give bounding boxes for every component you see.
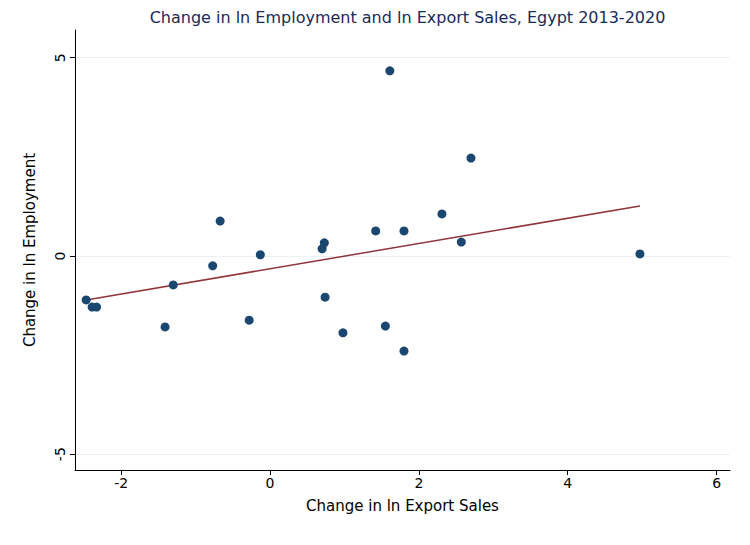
svg-text:4: 4: [563, 475, 572, 491]
svg-text:0: 0: [52, 251, 68, 260]
svg-text:Change in ln Employment: Change in ln Employment: [21, 153, 39, 347]
svg-text:-5: -5: [52, 447, 68, 461]
svg-text:Change in ln Employment and ln: Change in ln Employment and ln Export Sa…: [150, 8, 666, 27]
svg-text:6: 6: [712, 475, 721, 491]
svg-text:2: 2: [414, 475, 423, 491]
svg-text:0: 0: [266, 475, 275, 491]
svg-text:-2: -2: [114, 475, 128, 491]
svg-text:5: 5: [52, 53, 68, 62]
svg-text:Change in ln Export Sales: Change in ln Export Sales: [306, 497, 499, 515]
